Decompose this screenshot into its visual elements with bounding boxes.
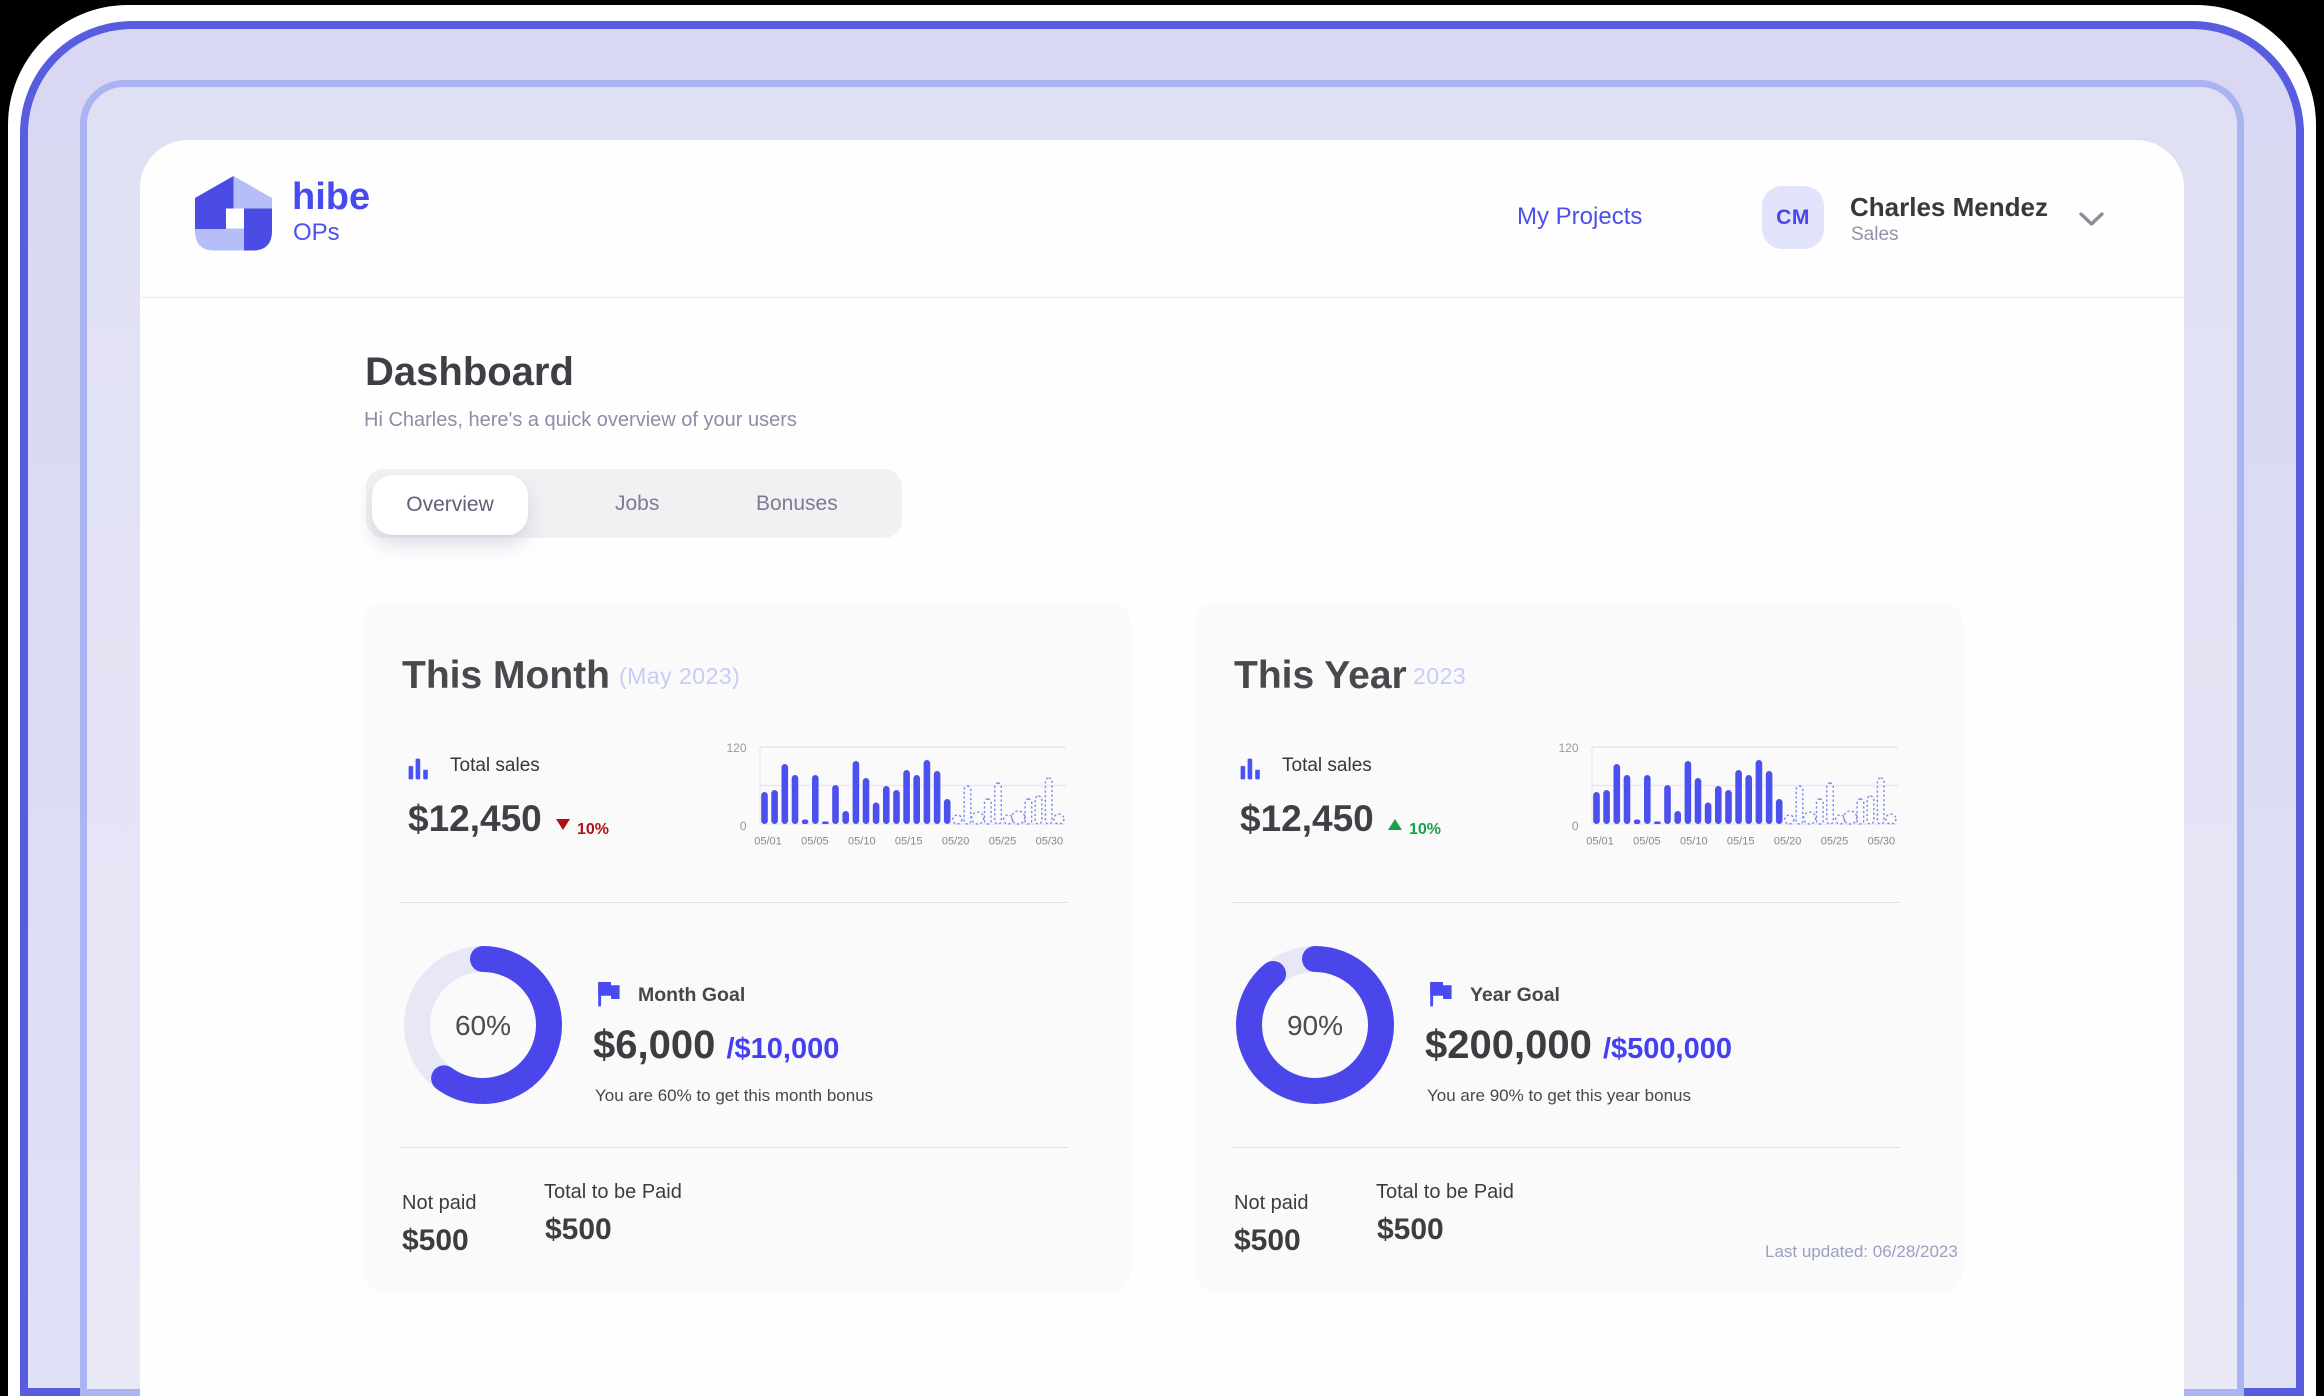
svg-text:05/30: 05/30 (1036, 836, 1064, 848)
svg-text:0: 0 (740, 819, 747, 833)
svg-text:120: 120 (726, 741, 746, 755)
svg-text:05/25: 05/25 (1821, 836, 1849, 848)
svg-text:05/05: 05/05 (1633, 836, 1661, 848)
svg-text:05/30: 05/30 (1868, 836, 1896, 848)
svg-text:05/05: 05/05 (801, 836, 829, 848)
svg-text:05/10: 05/10 (1680, 836, 1708, 848)
svg-text:0: 0 (1572, 819, 1579, 833)
svg-text:05/20: 05/20 (942, 836, 970, 848)
svg-text:120: 120 (1558, 741, 1578, 755)
svg-text:05/20: 05/20 (1774, 836, 1802, 848)
svg-text:05/10: 05/10 (848, 836, 876, 848)
svg-text:05/01: 05/01 (754, 836, 782, 848)
svg-text:05/01: 05/01 (1586, 836, 1614, 848)
svg-text:05/25: 05/25 (989, 836, 1017, 848)
svg-text:05/15: 05/15 (1727, 836, 1755, 848)
svg-text:05/15: 05/15 (895, 836, 923, 848)
